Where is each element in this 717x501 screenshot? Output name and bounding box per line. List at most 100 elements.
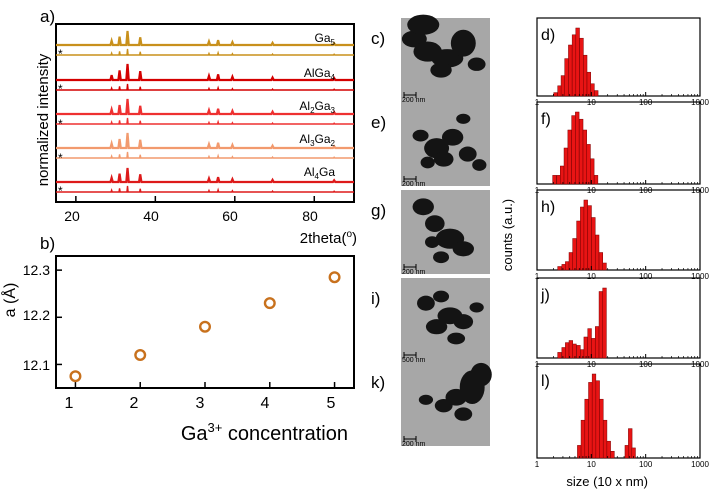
tem-image: 200 nm bbox=[401, 190, 490, 276]
xrd-curve bbox=[56, 98, 354, 116]
histogram-xtick-label: 1 bbox=[535, 272, 540, 281]
histogram-bar bbox=[580, 206, 585, 271]
tem-particle bbox=[454, 407, 473, 421]
histogram-bar bbox=[598, 291, 603, 359]
tem-scale-label: 500 nm bbox=[402, 357, 426, 364]
histogram-bar bbox=[553, 92, 558, 97]
histogram-x-axis-label: size (10 x nm) bbox=[566, 474, 648, 489]
histogram-xtick-label: 100 bbox=[639, 460, 653, 469]
histogram-bar bbox=[584, 398, 589, 459]
histogram-panel-label: j) bbox=[540, 287, 550, 304]
tem-particle bbox=[433, 151, 454, 167]
xrd-y-axis-label: normalized intensity bbox=[35, 53, 52, 186]
xrd-xtick-label: 20 bbox=[64, 208, 80, 224]
histogram-bar bbox=[591, 338, 596, 359]
histogram-xtick-label: 100 bbox=[639, 272, 653, 281]
histogram-bar bbox=[563, 147, 568, 185]
histogram-bar bbox=[606, 440, 611, 459]
lattice-ytick-label: 12.3 bbox=[23, 262, 50, 278]
tem-particle bbox=[433, 251, 450, 264]
histogram-bar bbox=[595, 380, 600, 459]
histogram-frame bbox=[536, 101, 701, 185]
histogram-bar bbox=[557, 266, 562, 271]
histogram-bar bbox=[595, 234, 600, 271]
panel-a-xrd: a) normalized intensity Ga5 AlGa4 Al2Ga3… bbox=[35, 7, 357, 247]
histogram-bar bbox=[580, 419, 586, 459]
histogram-bar bbox=[560, 75, 566, 97]
histogram-bar bbox=[580, 349, 585, 359]
histogram-bar bbox=[572, 238, 577, 271]
lattice-point bbox=[328, 271, 341, 284]
xrd-xtick-label: 80 bbox=[302, 208, 318, 224]
histogram-bar bbox=[565, 261, 570, 271]
xrd-curve bbox=[56, 167, 354, 184]
histogram-bar bbox=[567, 129, 572, 185]
xrd-reference-pattern bbox=[56, 151, 354, 159]
xrd-star: * bbox=[58, 47, 63, 61]
tem-particle bbox=[452, 241, 474, 257]
histogram-bar bbox=[624, 445, 629, 459]
histogram-bar bbox=[598, 252, 603, 271]
tem-image: 500 nm bbox=[401, 278, 490, 364]
tem-particle bbox=[418, 394, 434, 405]
xrd-stars: * * * * * bbox=[58, 47, 63, 198]
xrd-star: * bbox=[58, 117, 63, 131]
lattice-point bbox=[69, 370, 82, 383]
histogram-bar bbox=[602, 262, 607, 271]
histogram-bar bbox=[588, 382, 593, 459]
tem-panel-label: g) bbox=[371, 201, 386, 220]
lattice-y-tick-labels: 12.3 12.2 12.1 bbox=[23, 262, 50, 373]
tem-particle bbox=[453, 314, 474, 330]
xrd-label-al3ga2: Al3Ga2 bbox=[299, 132, 335, 148]
histogram-frame bbox=[536, 363, 701, 459]
histogram-bar bbox=[579, 37, 584, 97]
histogram-frame bbox=[536, 17, 701, 97]
histogram-bar bbox=[583, 54, 588, 97]
tem-particle bbox=[447, 332, 466, 345]
histogram-bar bbox=[582, 129, 587, 185]
histogram-bar bbox=[571, 34, 577, 97]
histogram-bar bbox=[575, 111, 580, 185]
xrd-reference-pattern bbox=[56, 117, 354, 125]
histogram-bar bbox=[591, 373, 597, 459]
xrd-xtick-label: 40 bbox=[143, 208, 159, 224]
tem-image: 200 nm bbox=[401, 14, 490, 104]
xrd-curve bbox=[56, 63, 354, 82]
tem-images: 200 nm c) 200 nm e) 200 nm g) 500 nm i) 200 nm k) bbox=[371, 14, 492, 448]
histogram-bar bbox=[564, 58, 569, 97]
histogram-panel-label: h) bbox=[541, 199, 555, 216]
histogram-bar bbox=[568, 340, 573, 359]
lattice-x-axis-label: Ga3+ concentration bbox=[181, 420, 348, 445]
lattice-ytick-label: 12.1 bbox=[23, 357, 50, 373]
histogram-bar bbox=[595, 326, 600, 359]
tem-particle bbox=[441, 128, 464, 146]
histogram-panel: 1 10 100 1000 l) bbox=[535, 363, 709, 469]
histogram-bar bbox=[568, 44, 573, 97]
tem-particle bbox=[456, 113, 471, 124]
histogram-bar bbox=[602, 419, 608, 459]
tem-particle bbox=[425, 215, 445, 233]
tem-image: 200 nm bbox=[401, 362, 492, 448]
tem-particle bbox=[412, 198, 434, 216]
histogram-xtick-label: 10 bbox=[587, 460, 596, 469]
xrd-star: * bbox=[58, 82, 63, 96]
histogram-bar bbox=[572, 343, 577, 359]
histogram-xtick-label: 1 bbox=[535, 460, 540, 469]
xrd-reference-pattern bbox=[56, 185, 354, 193]
xrd-curves bbox=[56, 30, 354, 202]
tem-panel-label: e) bbox=[371, 113, 386, 132]
lattice-xtick-label: 5 bbox=[327, 395, 336, 412]
xrd-curve bbox=[56, 132, 354, 150]
xrd-x-axis-label: 2theta(o) bbox=[300, 229, 357, 247]
histogram-bar bbox=[552, 175, 557, 185]
histogram-frame bbox=[536, 277, 701, 359]
xrd-label-al2ga3: Al2Ga3 bbox=[299, 99, 335, 115]
lattice-point bbox=[263, 297, 276, 310]
histogram-bar bbox=[576, 220, 581, 271]
histogram-xtick-label: 1000 bbox=[691, 272, 709, 281]
histogram-bar bbox=[594, 90, 599, 97]
histogram-bar bbox=[602, 287, 607, 359]
